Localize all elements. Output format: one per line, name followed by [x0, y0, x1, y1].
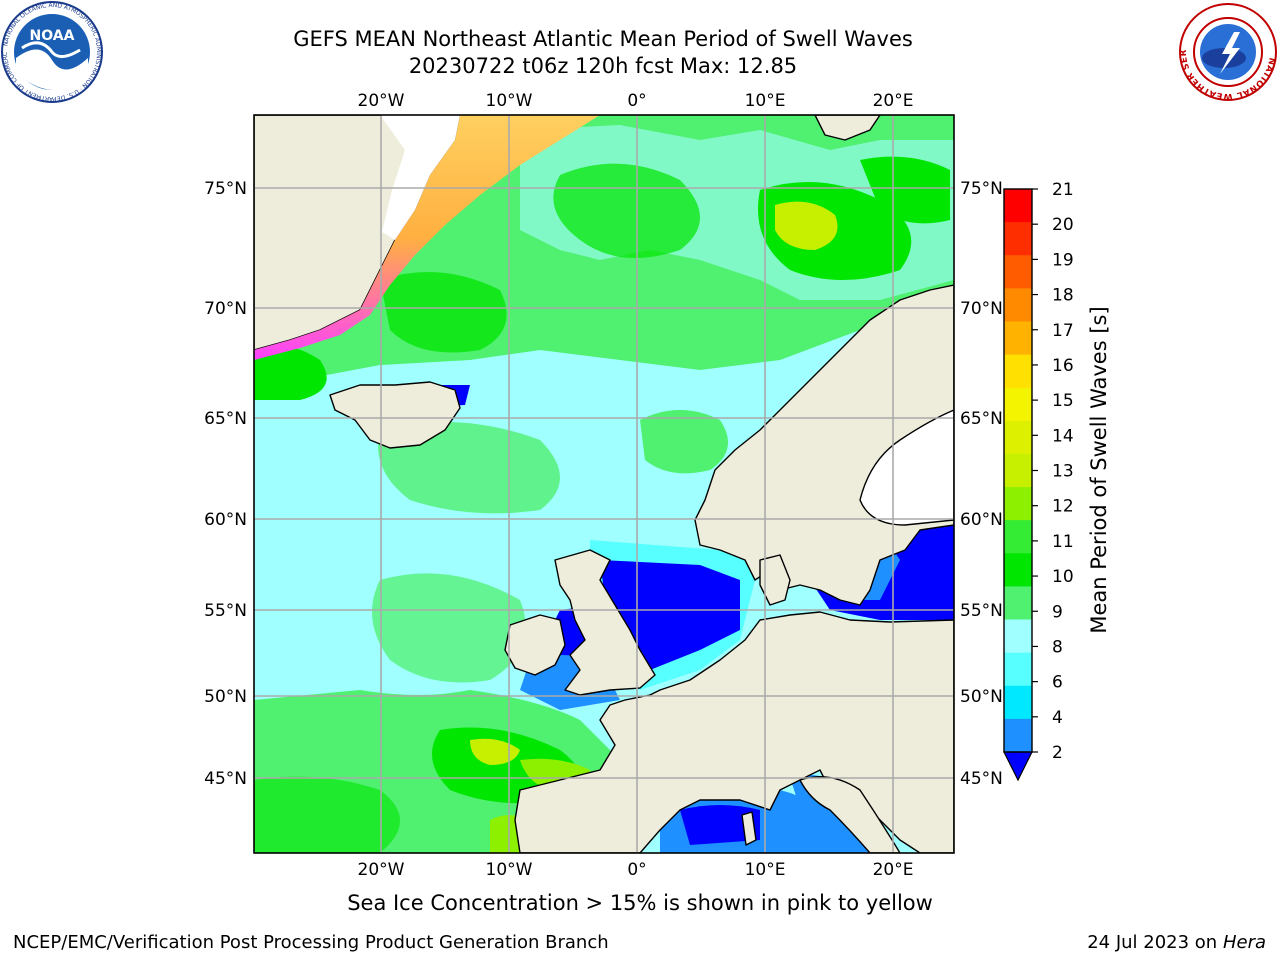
noaa-logo-text: NOAA [30, 28, 75, 44]
lat-label-left: 55°N [204, 601, 247, 621]
lon-label-bottom: 20°W [358, 860, 405, 880]
colorbar-segment [1004, 718, 1032, 753]
colorbar-tick-label: 2 [1052, 743, 1063, 763]
noaa-logo-icon: NOAA NATIONAL OCEANIC AND ATMOSPHERIC AD… [0, 0, 103, 103]
colorbar-segment [1004, 189, 1032, 223]
lat-label-left: 65°N [204, 409, 247, 429]
colorbar-tick-label: 6 [1052, 673, 1063, 693]
colorbar-segment [1004, 354, 1032, 389]
scandinavia [694, 284, 954, 606]
map-frame [253, 114, 955, 854]
lon-label-bottom: 10°W [486, 860, 533, 880]
chart-title: GEFS MEAN Northeast Atlantic Mean Period… [293, 27, 913, 51]
colorbar-tick-label: 10 [1052, 567, 1074, 587]
lat-label-right: 65°N [960, 409, 1003, 429]
lon-label-top: 0° [627, 91, 646, 111]
colorbar-tick-label: 17 [1052, 321, 1074, 341]
colorbar-segment [1004, 222, 1032, 256]
colorbar-segment [1004, 453, 1032, 488]
graticule [254, 115, 954, 853]
sea-ice [254, 115, 600, 360]
lon-label-top: 20°E [873, 91, 914, 111]
lat-label-right: 60°N [960, 510, 1003, 530]
colorbar-segment [1004, 288, 1032, 322]
iceland [329, 381, 461, 449]
great-britain [554, 549, 656, 696]
footer-branch: NCEP/EMC/Verification Post Processing Pr… [13, 932, 609, 953]
footer-date-text: 24 Jul 2023 on [1087, 932, 1223, 953]
colorbar-tick-label: 21 [1052, 180, 1074, 200]
lat-label-right: 70°N [960, 299, 1003, 319]
lon-label-top: 10°W [486, 91, 533, 111]
lon-label-top: 10°E [745, 91, 786, 111]
colorbar-tick-label: 9 [1052, 602, 1063, 622]
gulf-of-bothnia [859, 409, 954, 526]
lat-label-left: 50°N [204, 687, 247, 707]
national-weather-service-logo-icon: NATIONAL WEATHER SERVICE [1178, 2, 1277, 101]
swell-period-field [254, 115, 954, 853]
colorbar-segment [1004, 553, 1032, 587]
map-area [254, 115, 954, 853]
colorbar-tick-label: 13 [1052, 462, 1074, 482]
lat-label-right: 75°N [960, 179, 1003, 199]
colorbar [1003, 188, 1033, 782]
corsica [741, 811, 757, 846]
colorbar-segment [1004, 487, 1032, 521]
colorbar-tick-label: 12 [1052, 497, 1074, 517]
colorbar-under-arrow [1003, 751, 1033, 782]
colorbar-tick-label: 16 [1052, 356, 1074, 376]
lon-label-bottom: 10°E [745, 860, 786, 880]
colorbar-tick-label: 8 [1052, 637, 1063, 657]
chart-subtitle: 20230722 t06z 120h fcst Max: 12.85 [408, 54, 798, 78]
colorbar-label: Mean Period of Swell Waves [s] [1087, 306, 1111, 633]
colorbar-segment [1004, 255, 1032, 289]
footer-machine: Hera [1222, 932, 1266, 953]
lat-label-right: 55°N [960, 601, 1003, 621]
lon-label-top: 20°W [358, 91, 405, 111]
colorbar-tick-label: 4 [1052, 708, 1063, 728]
colorbar-tick-label: 18 [1052, 286, 1074, 306]
colorbar-tick-label: 19 [1052, 250, 1074, 270]
colorbar-segment [1004, 652, 1032, 687]
lon-label-bottom: 0° [627, 860, 646, 880]
denmark [759, 554, 791, 606]
colorbar-segment [1004, 520, 1032, 554]
lon-label-bottom: 20°E [873, 860, 914, 880]
colorbar-segment [1004, 387, 1032, 422]
colorbar-tick-label: 20 [1052, 215, 1074, 235]
lat-label-right: 50°N [960, 687, 1003, 707]
colorbar-segment [1004, 420, 1032, 455]
svalbard [814, 115, 881, 141]
colorbar-segment [1004, 685, 1032, 720]
colorbar-tick-label: 11 [1052, 532, 1074, 552]
colorbar-segment [1004, 321, 1032, 356]
lat-label-left: 60°N [204, 510, 247, 530]
lat-label-left: 70°N [204, 299, 247, 319]
colorbar-segment [1004, 586, 1032, 621]
colorbar-tick-label: 14 [1052, 426, 1074, 446]
lat-label-left: 75°N [204, 179, 247, 199]
colorbar-tick-label: 15 [1052, 391, 1074, 411]
lat-label-right: 45°N [960, 769, 1003, 789]
sea-ice-caption: Sea Ice Concentration > 15% is shown in … [347, 891, 933, 915]
lat-label-left: 45°N [204, 769, 247, 789]
footer-date: 24 Jul 2023 on Hera [1087, 932, 1266, 953]
colorbar-ticks: 21 20 19 18 17 16 15 14 13 12 11 10 9 8 6 4 2 [1032, 180, 1074, 763]
colorbar-segment [1004, 619, 1032, 654]
